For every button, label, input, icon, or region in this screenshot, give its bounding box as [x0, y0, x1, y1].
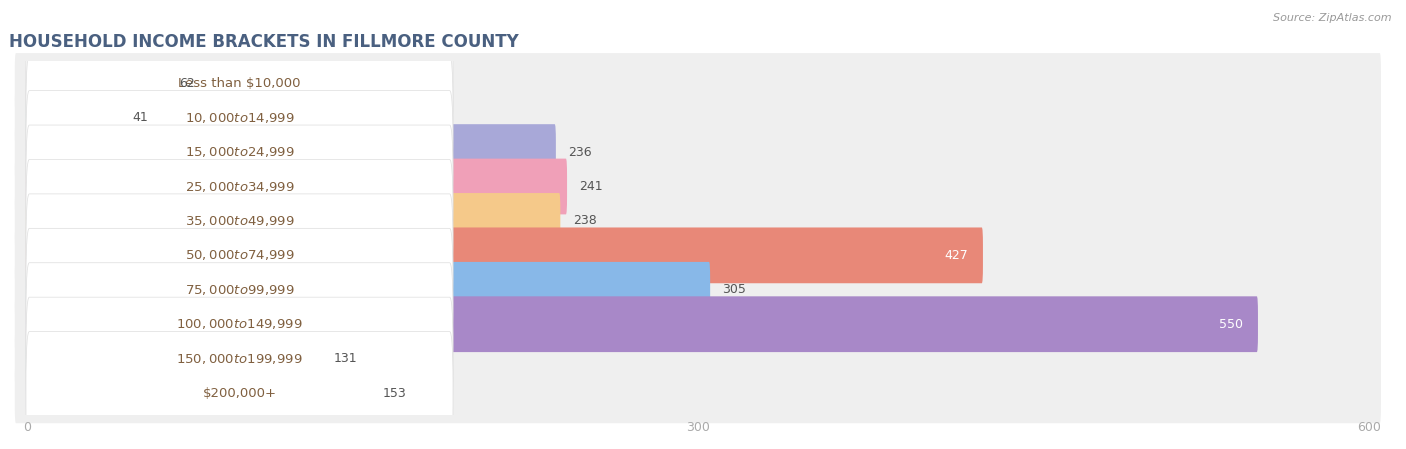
- Text: $25,000 to $34,999: $25,000 to $34,999: [184, 180, 294, 194]
- FancyBboxPatch shape: [25, 193, 561, 249]
- FancyBboxPatch shape: [15, 156, 1381, 216]
- FancyBboxPatch shape: [15, 225, 1381, 286]
- FancyBboxPatch shape: [25, 332, 453, 449]
- Text: 131: 131: [333, 352, 357, 365]
- FancyBboxPatch shape: [15, 88, 1381, 148]
- Text: $75,000 to $99,999: $75,000 to $99,999: [184, 283, 294, 297]
- Text: $50,000 to $74,999: $50,000 to $74,999: [184, 248, 294, 262]
- Text: 41: 41: [132, 111, 148, 124]
- Text: 550: 550: [1219, 318, 1243, 331]
- FancyBboxPatch shape: [25, 262, 710, 318]
- FancyBboxPatch shape: [25, 55, 167, 111]
- FancyBboxPatch shape: [25, 22, 453, 145]
- FancyBboxPatch shape: [25, 158, 567, 214]
- Text: 305: 305: [723, 283, 747, 296]
- FancyBboxPatch shape: [15, 329, 1381, 389]
- FancyBboxPatch shape: [25, 296, 1258, 352]
- Text: 238: 238: [572, 215, 596, 228]
- FancyBboxPatch shape: [25, 331, 321, 387]
- FancyBboxPatch shape: [25, 91, 453, 214]
- FancyBboxPatch shape: [15, 191, 1381, 251]
- FancyBboxPatch shape: [25, 229, 453, 351]
- Text: $100,000 to $149,999: $100,000 to $149,999: [176, 317, 302, 331]
- FancyBboxPatch shape: [25, 194, 453, 317]
- Text: Source: ZipAtlas.com: Source: ZipAtlas.com: [1274, 13, 1392, 23]
- FancyBboxPatch shape: [15, 294, 1381, 354]
- Text: $150,000 to $199,999: $150,000 to $199,999: [176, 352, 302, 365]
- FancyBboxPatch shape: [25, 228, 983, 283]
- FancyBboxPatch shape: [15, 260, 1381, 320]
- FancyBboxPatch shape: [25, 159, 453, 282]
- Text: 241: 241: [579, 180, 603, 193]
- FancyBboxPatch shape: [25, 56, 453, 179]
- FancyBboxPatch shape: [25, 297, 453, 420]
- Text: HOUSEHOLD INCOME BRACKETS IN FILLMORE COUNTY: HOUSEHOLD INCOME BRACKETS IN FILLMORE CO…: [8, 33, 519, 51]
- Text: 427: 427: [945, 249, 969, 262]
- FancyBboxPatch shape: [25, 124, 555, 180]
- Text: $15,000 to $24,999: $15,000 to $24,999: [184, 145, 294, 159]
- Text: 153: 153: [382, 387, 406, 400]
- FancyBboxPatch shape: [25, 263, 453, 386]
- FancyBboxPatch shape: [25, 125, 453, 248]
- Text: $10,000 to $14,999: $10,000 to $14,999: [184, 110, 294, 125]
- FancyBboxPatch shape: [15, 363, 1381, 423]
- FancyBboxPatch shape: [15, 53, 1381, 113]
- Text: 62: 62: [179, 77, 195, 90]
- Text: $35,000 to $49,999: $35,000 to $49,999: [184, 214, 294, 228]
- Text: $200,000+: $200,000+: [202, 387, 277, 400]
- Text: 236: 236: [568, 145, 592, 158]
- Text: Less than $10,000: Less than $10,000: [179, 77, 301, 90]
- FancyBboxPatch shape: [25, 365, 370, 421]
- FancyBboxPatch shape: [25, 90, 120, 145]
- FancyBboxPatch shape: [15, 122, 1381, 182]
